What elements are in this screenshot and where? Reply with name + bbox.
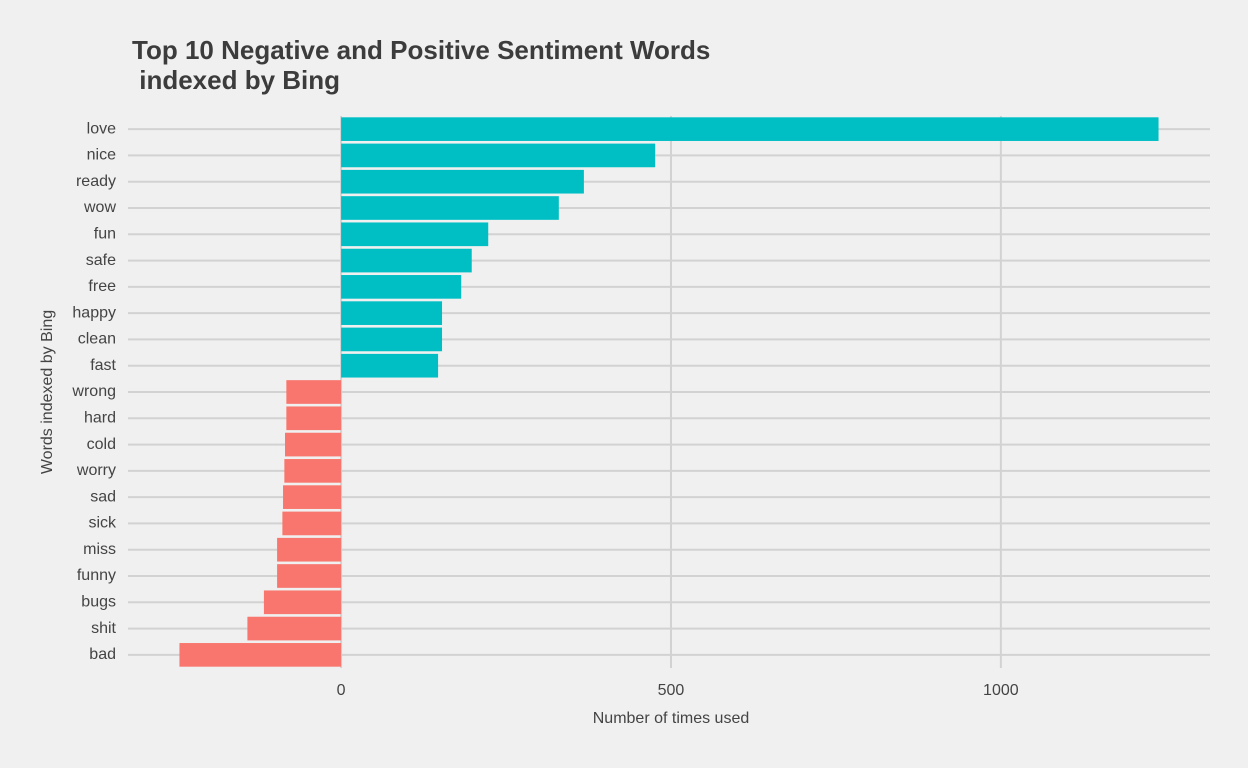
bar <box>341 143 656 168</box>
grid <box>128 116 1210 668</box>
bar <box>277 537 342 562</box>
bar <box>286 406 342 431</box>
chart-title: Top 10 Negative and Positive Sentiment W… <box>132 35 710 65</box>
bar <box>277 564 342 588</box>
bar <box>282 511 342 536</box>
bar <box>283 485 342 509</box>
y-tick-label: happy <box>72 304 116 321</box>
bar <box>263 590 342 615</box>
y-tick-label: cold <box>87 436 116 453</box>
x-axis-label: Number of times used <box>593 710 750 727</box>
bar <box>341 222 489 247</box>
y-axis-label: Words indexed by Bing <box>39 310 56 474</box>
bars <box>179 117 1159 667</box>
bar <box>286 380 342 404</box>
bar <box>341 248 472 273</box>
y-tick-label: hard <box>84 410 116 427</box>
bar <box>341 117 1159 141</box>
y-tick-label: bad <box>89 646 116 663</box>
y-tick-label: nice <box>87 147 116 164</box>
bar <box>341 353 439 378</box>
y-tick-label: worry <box>76 462 116 479</box>
y-tick-label: safe <box>86 252 116 269</box>
x-tick-label: 500 <box>658 682 685 699</box>
bar <box>341 327 443 352</box>
y-tick-label: fast <box>90 357 116 374</box>
bar <box>341 169 584 194</box>
bar <box>179 643 342 667</box>
y-tick-label: ready <box>76 173 116 190</box>
y-tick-label: wow <box>83 199 116 216</box>
y-tick-label: clean <box>78 331 116 348</box>
y-tick-label: sad <box>90 488 116 505</box>
bar <box>341 301 443 325</box>
y-tick-label: wrong <box>71 383 116 400</box>
y-tick-label: free <box>88 278 116 295</box>
y-tick-label: love <box>87 120 116 137</box>
bar <box>341 275 462 299</box>
y-tick-label: shit <box>91 620 116 637</box>
y-tick-label: miss <box>83 541 116 558</box>
bar <box>285 432 342 457</box>
y-tick-label: funny <box>77 567 116 584</box>
y-tick-label: sick <box>88 515 117 532</box>
bar <box>341 196 559 220</box>
x-tick-label: 1000 <box>983 682 1019 699</box>
y-tick-label: bugs <box>81 594 116 611</box>
y-tick-label: fun <box>94 226 116 243</box>
x-tick-label: 0 <box>337 682 346 699</box>
bar <box>284 459 342 483</box>
chart-title: indexed by Bing <box>132 65 340 95</box>
bar <box>247 616 342 641</box>
